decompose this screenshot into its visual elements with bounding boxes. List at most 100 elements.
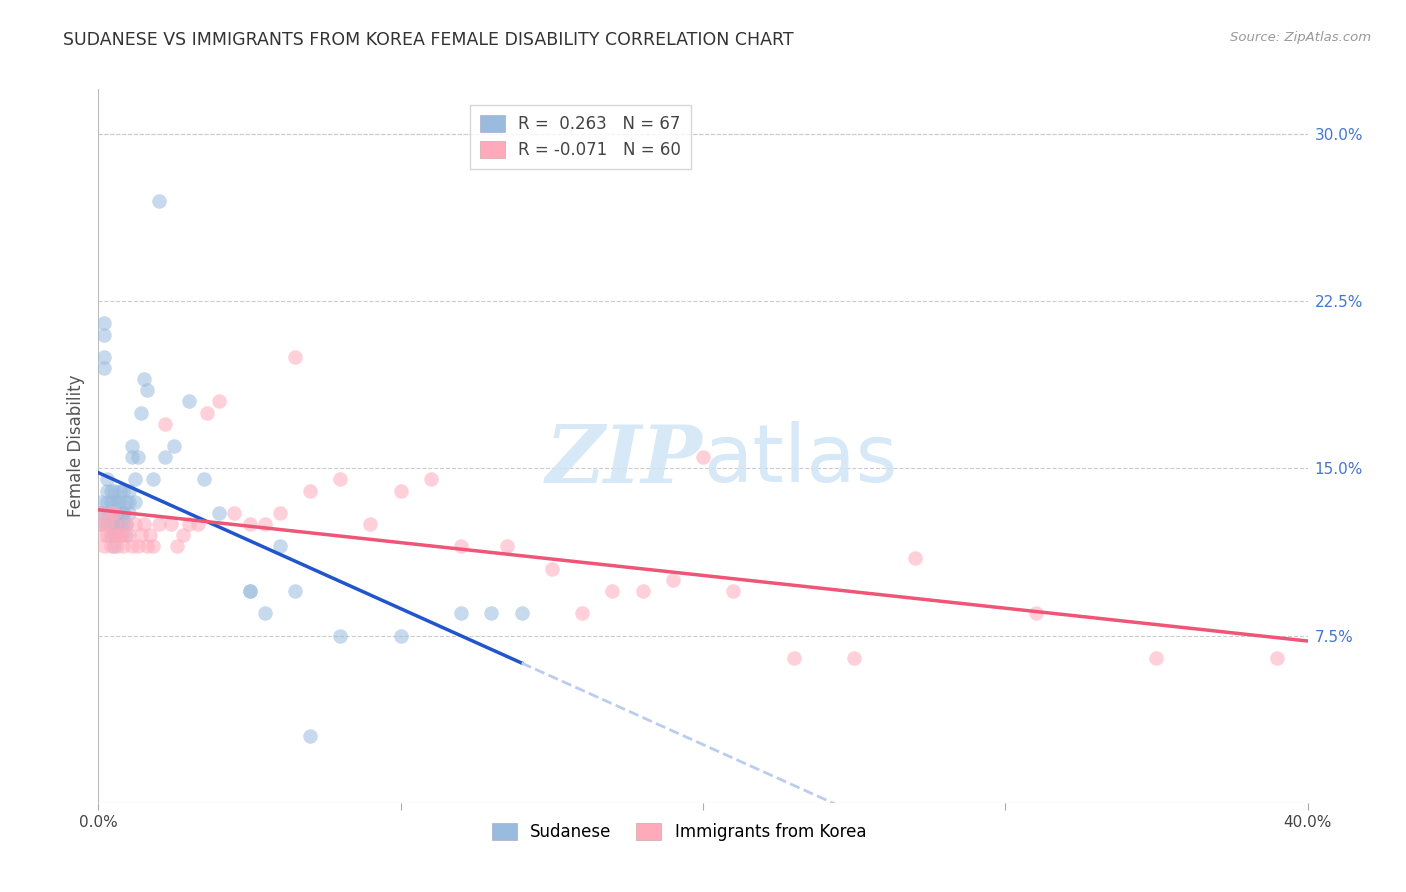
Point [108,483,131,498]
Point [329,628,352,642]
Point [132,516,155,531]
Point [105,506,128,520]
Point [118,494,141,508]
Point [269,506,291,520]
Point [187,516,209,531]
Point [100,539,122,553]
Point [93,327,115,342]
Point [904,550,927,565]
Point [103,516,125,531]
Point [602,583,624,598]
Point [105,528,128,542]
Point [1144,651,1167,665]
Point [284,350,307,364]
Point [111,506,134,520]
Point [121,539,143,553]
Point [93,528,115,542]
Point [118,483,141,498]
Point [118,528,141,542]
Point [148,194,170,208]
Text: ZIP: ZIP [546,422,703,499]
Point [103,516,125,531]
Point [108,528,131,542]
Point [160,516,183,531]
Point [239,583,262,598]
Point [153,450,176,464]
Point [111,516,134,531]
Point [96,528,118,542]
Point [299,729,322,743]
Point [208,506,231,520]
Point [495,539,517,553]
Point [103,528,125,542]
Point [1267,651,1289,665]
Point [105,528,128,542]
Point [329,473,352,487]
Point [450,539,472,553]
Point [111,528,134,542]
Point [103,506,125,520]
Point [129,405,152,419]
Point [103,539,125,553]
Point [100,528,122,542]
Point [100,506,122,520]
Point [114,528,136,542]
Point [163,439,186,453]
Point [783,651,806,665]
Point [90,506,112,520]
Point [121,450,143,464]
Point [208,394,231,409]
Point [108,528,131,542]
Point [103,506,125,520]
Point [114,516,136,531]
Point [135,539,157,553]
Point [142,473,165,487]
Point [96,506,118,520]
Point [121,439,143,453]
Point [93,360,115,375]
Point [299,483,322,498]
Point [360,516,382,531]
Legend: Sudanese, Immigrants from Korea: Sudanese, Immigrants from Korea [485,816,873,848]
Point [100,506,122,520]
Point [111,539,134,553]
Point [114,494,136,508]
Point [127,539,149,553]
Point [179,394,201,409]
Point [179,516,201,531]
Point [172,528,194,542]
Point [96,516,118,531]
Point [661,573,683,587]
Point [510,607,533,621]
Point [139,528,162,542]
Point [90,516,112,531]
Point [108,494,131,508]
Point [103,528,125,542]
Text: Source: ZipAtlas.com: Source: ZipAtlas.com [1230,31,1371,45]
Y-axis label: Female Disability: Female Disability [66,375,84,517]
Point [103,483,125,498]
Point [135,384,157,398]
Point [239,583,262,598]
Point [96,516,118,531]
Point [93,316,115,330]
Point [105,516,128,531]
Point [114,516,136,531]
Point [96,494,118,508]
Point [540,562,562,576]
Point [100,516,122,531]
Point [224,506,246,520]
Point [132,372,155,386]
Point [93,350,115,364]
Point [253,607,276,621]
Point [90,516,112,531]
Point [1024,607,1046,621]
Point [166,539,188,553]
Point [571,607,593,621]
Point [96,473,118,487]
Point [103,494,125,508]
Point [239,516,262,531]
Point [118,506,141,520]
Point [450,607,472,621]
Point [105,494,128,508]
